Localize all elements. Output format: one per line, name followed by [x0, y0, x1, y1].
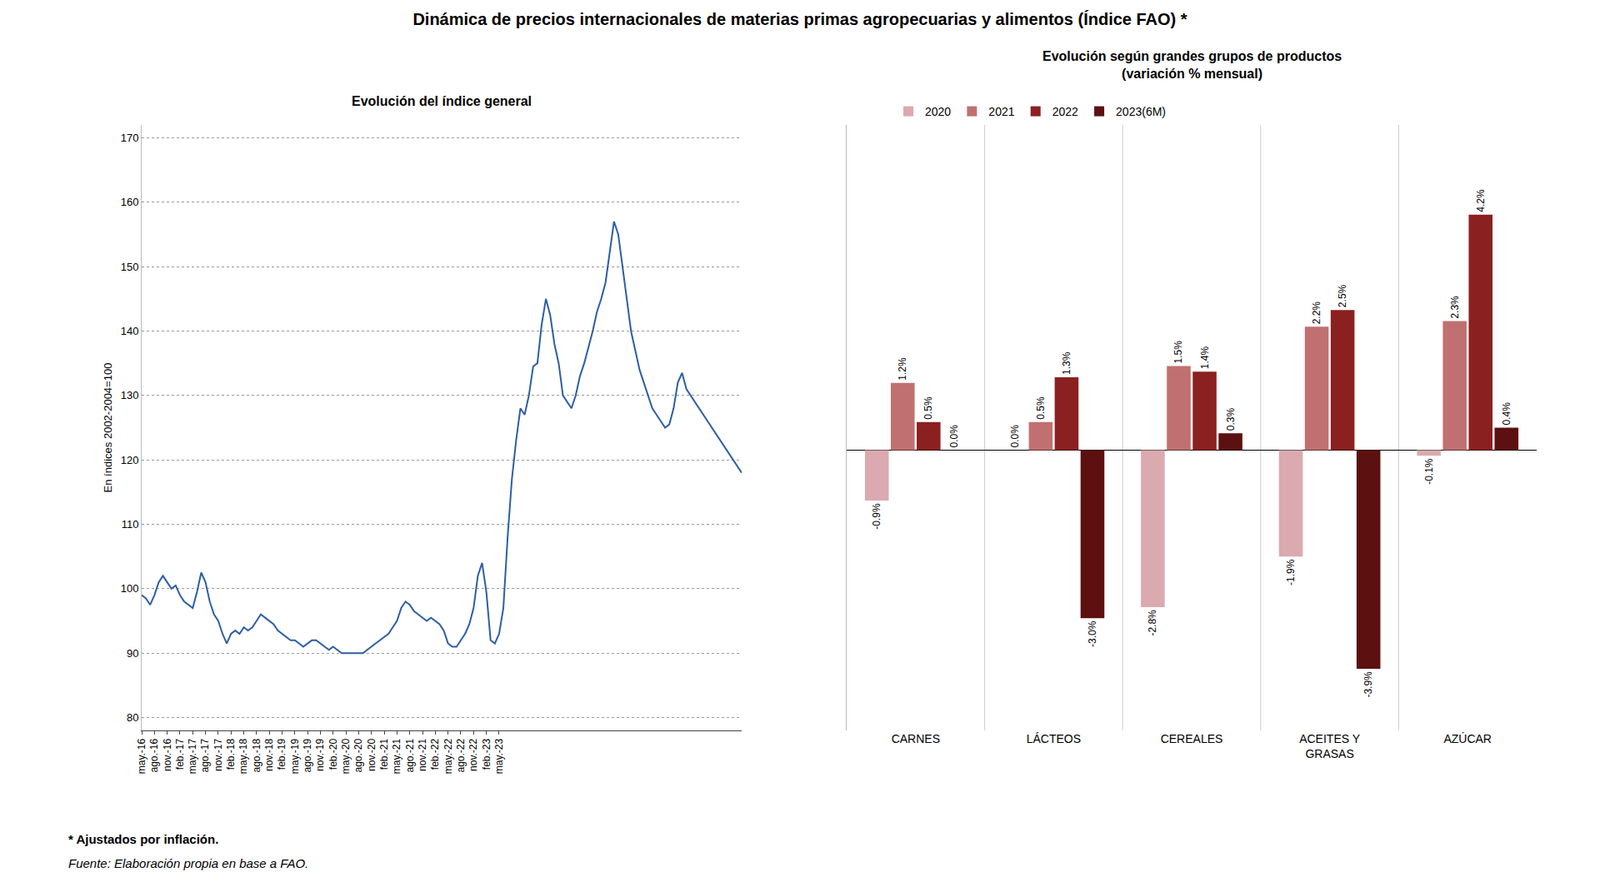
svg-text:130: 130 [120, 389, 140, 402]
svg-text:ago.-19: ago.-19 [301, 738, 314, 773]
svg-text:1.5%: 1.5% [1172, 340, 1185, 365]
svg-text:nov.-20: nov.-20 [365, 738, 378, 771]
svg-text:140: 140 [120, 325, 140, 338]
svg-text:-0.1%: -0.1% [1423, 458, 1435, 485]
svg-text:2.3%: 2.3% [1449, 295, 1461, 320]
svg-text:may.-16: may.-16 [135, 738, 148, 775]
svg-text:ago.-22: ago.-22 [455, 738, 467, 773]
svg-text:* Ajustados por inflación.: * Ajustados por inflación. [68, 832, 219, 847]
svg-text:1.3%: 1.3% [1060, 351, 1073, 375]
svg-text:80: 80 [126, 711, 139, 725]
svg-text:feb.-17: feb.-17 [174, 738, 186, 770]
svg-text:nov.-18: nov.-18 [263, 738, 275, 771]
svg-text:nov.-19: nov.-19 [314, 738, 326, 771]
svg-text:may.-19: may.-19 [289, 738, 301, 775]
svg-text:Evolución según grandes grupos: Evolución según grandes grupos de produc… [1042, 49, 1342, 81]
svg-text:may.-23: may.-23 [493, 738, 505, 775]
svg-text:feb.-21: feb.-21 [378, 738, 390, 770]
svg-text:nov.-16: nov.-16 [161, 738, 174, 771]
svg-text:nov.-22: nov.-22 [467, 738, 480, 771]
svg-text:-0.9%: -0.9% [870, 503, 883, 530]
svg-text:ago.-17: ago.-17 [200, 738, 212, 773]
svg-text:ago.-16: ago.-16 [148, 738, 160, 773]
svg-text:2020: 2020 [925, 105, 951, 119]
svg-text:0.3%: 0.3% [1225, 408, 1237, 432]
svg-text:150: 150 [120, 260, 140, 274]
svg-text:may.-20: may.-20 [340, 738, 352, 775]
svg-text:2021: 2021 [988, 105, 1015, 119]
svg-text:ago.-21: ago.-21 [404, 738, 416, 773]
svg-text:0.0%: 0.0% [948, 425, 960, 449]
svg-text:-1.9%: -1.9% [1285, 559, 1297, 586]
svg-text:0.0%: 0.0% [1009, 425, 1021, 449]
svg-text:2.5%: 2.5% [1336, 284, 1349, 308]
svg-text:90: 90 [126, 647, 139, 660]
svg-text:En índices 2002-2004=100: En índices 2002-2004=100 [101, 363, 115, 494]
svg-text:feb.-23: feb.-23 [480, 738, 493, 770]
svg-text:may.-21: may.-21 [390, 738, 403, 775]
svg-text:CARNES: CARNES [891, 732, 940, 746]
svg-text:0.5%: 0.5% [922, 396, 935, 420]
svg-text:100: 100 [120, 582, 140, 595]
svg-text:2023(6M): 2023(6M) [1115, 105, 1166, 119]
svg-text:feb.-18: feb.-18 [225, 738, 237, 770]
svg-text:2.2%: 2.2% [1310, 301, 1323, 325]
svg-text:feb.-19: feb.-19 [275, 738, 288, 770]
svg-text:ago.-20: ago.-20 [352, 738, 365, 773]
svg-text:LÁCTEOS: LÁCTEOS [1026, 732, 1081, 746]
svg-text:may.-18: may.-18 [237, 738, 250, 775]
svg-text:1.4%: 1.4% [1199, 346, 1211, 370]
svg-text:nov.-17: nov.-17 [212, 738, 225, 771]
svg-text:ago.-18: ago.-18 [250, 738, 263, 773]
svg-text:feb.-20: feb.-20 [327, 738, 340, 770]
svg-text:ACEITES YGRASAS: ACEITES YGRASAS [1299, 732, 1361, 761]
svg-text:110: 110 [121, 518, 140, 531]
svg-text:Fuente: Elaboración propia en: Fuente: Elaboración propia en base a FAO… [68, 856, 309, 871]
svg-text:120: 120 [120, 454, 140, 467]
svg-text:may.-17: may.-17 [186, 738, 199, 775]
svg-text:160: 160 [120, 195, 140, 209]
svg-text:4.2%: 4.2% [1475, 189, 1487, 213]
svg-text:0.4%: 0.4% [1500, 402, 1513, 426]
svg-text:0.5%: 0.5% [1035, 396, 1047, 420]
svg-text:2022: 2022 [1052, 105, 1079, 119]
svg-text:Evolución del índice general: Evolución del índice general [351, 94, 532, 109]
svg-text:170: 170 [120, 131, 140, 145]
svg-text:feb.-22: feb.-22 [429, 738, 441, 770]
svg-text:AZÚCAR: AZÚCAR [1443, 732, 1492, 746]
svg-text:1.2%: 1.2% [896, 357, 909, 381]
svg-text:CEREALES: CEREALES [1160, 732, 1224, 746]
svg-text:-2.8%: -2.8% [1146, 610, 1159, 637]
svg-text:Dinámica de precios internacio: Dinámica de precios internacionales de m… [412, 10, 1187, 29]
svg-text:may.-22: may.-22 [442, 738, 455, 775]
svg-text:nov.-21: nov.-21 [416, 738, 429, 771]
svg-text:-3.9%: -3.9% [1362, 671, 1375, 699]
svg-text:-3.0%: -3.0% [1086, 620, 1099, 648]
